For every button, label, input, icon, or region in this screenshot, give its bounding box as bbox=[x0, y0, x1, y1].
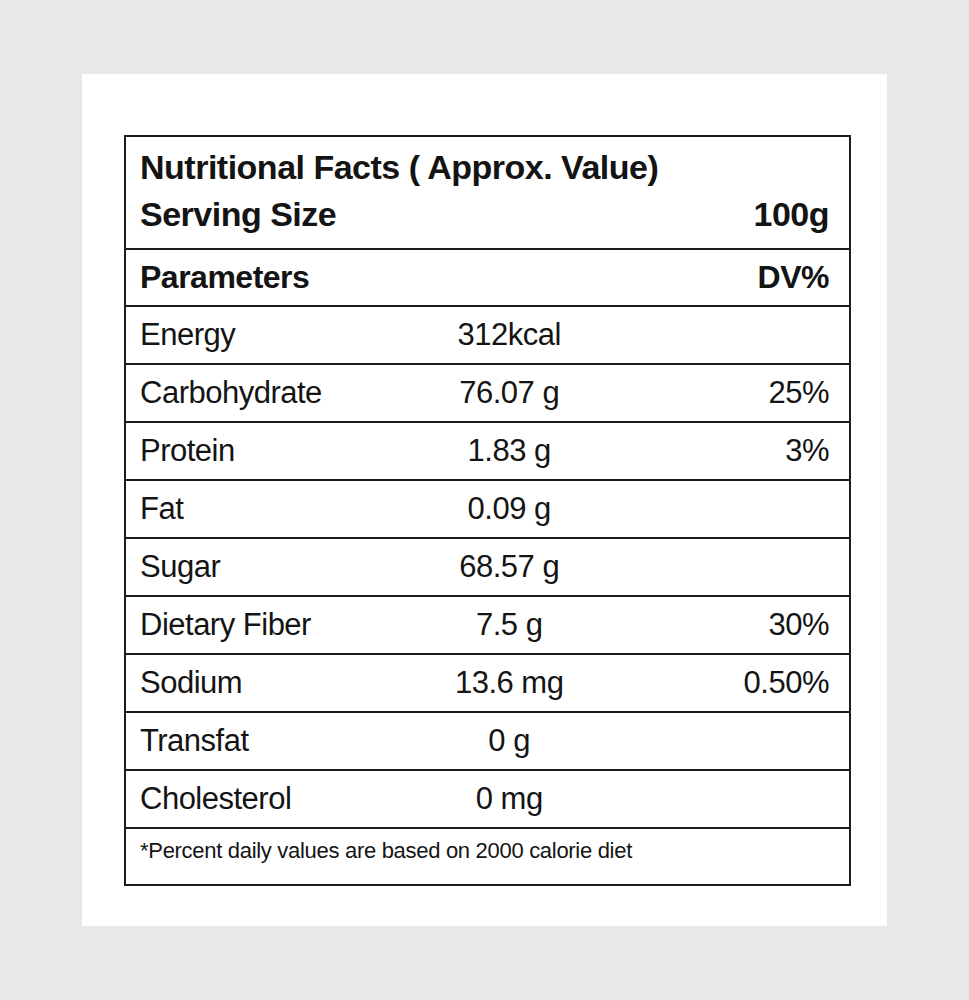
parameter-amount: 68.57 g bbox=[415, 549, 603, 585]
table-row: Transfat 0 g bbox=[126, 713, 849, 771]
parameter-name: Sugar bbox=[126, 549, 415, 585]
table-row: Energy 312kcal bbox=[126, 307, 849, 365]
table-row: Cholesterol 0 mg bbox=[126, 771, 849, 829]
table-row: Carbohydrate 76.07 g 25% bbox=[126, 365, 849, 423]
daily-values-footnote: *Percent daily values are based on 2000 … bbox=[126, 829, 849, 884]
parameter-amount: 0.09 g bbox=[415, 491, 603, 527]
parameter-dv-percent: 3% bbox=[603, 433, 849, 469]
parameter-name: Sodium bbox=[126, 665, 415, 701]
nutrition-label-card: Nutritional Facts ( Approx. Value) Servi… bbox=[82, 74, 887, 926]
nutrition-facts-title: Nutritional Facts ( Approx. Value) bbox=[140, 144, 829, 191]
parameter-dv-percent: 25% bbox=[603, 375, 849, 411]
serving-size-line: Serving Size 100g bbox=[140, 191, 829, 238]
parameter-amount: 76.07 g bbox=[415, 375, 603, 411]
table-header-block: Nutritional Facts ( Approx. Value) Servi… bbox=[126, 137, 849, 250]
parameter-name: Energy bbox=[126, 317, 415, 353]
parameter-dv-percent: 0.50% bbox=[603, 665, 849, 701]
page-background: Nutritional Facts ( Approx. Value) Servi… bbox=[0, 0, 969, 1000]
parameter-amount: 0 mg bbox=[415, 781, 603, 817]
table-row: Fat 0.09 g bbox=[126, 481, 849, 539]
table-row: Sodium 13.6 mg 0.50% bbox=[126, 655, 849, 713]
parameter-name: Transfat bbox=[126, 723, 415, 759]
parameters-column-header: Parameters bbox=[140, 259, 309, 296]
parameter-amount: 1.83 g bbox=[415, 433, 603, 469]
column-header-row: Parameters DV% bbox=[126, 250, 849, 307]
parameter-name: Fat bbox=[126, 491, 415, 527]
nutrition-facts-table: Nutritional Facts ( Approx. Value) Servi… bbox=[124, 135, 851, 886]
parameter-amount: 13.6 mg bbox=[415, 665, 603, 701]
serving-size-value: 100g bbox=[754, 191, 830, 238]
parameter-name: Protein bbox=[126, 433, 415, 469]
parameter-name: Cholesterol bbox=[126, 781, 415, 817]
parameter-name: Carbohydrate bbox=[126, 375, 415, 411]
table-row: Protein 1.83 g 3% bbox=[126, 423, 849, 481]
parameter-name: Dietary Fiber bbox=[126, 607, 415, 643]
dv-column-header: DV% bbox=[758, 259, 829, 296]
table-row: Dietary Fiber 7.5 g 30% bbox=[126, 597, 849, 655]
parameter-dv-percent: 30% bbox=[603, 607, 849, 643]
table-row: Sugar 68.57 g bbox=[126, 539, 849, 597]
table-body: Energy 312kcal Carbohydrate 76.07 g 25% … bbox=[126, 307, 849, 829]
parameter-amount: 312kcal bbox=[415, 317, 603, 353]
serving-size-label: Serving Size bbox=[140, 191, 336, 238]
parameter-amount: 7.5 g bbox=[415, 607, 603, 643]
parameter-amount: 0 g bbox=[415, 723, 603, 759]
